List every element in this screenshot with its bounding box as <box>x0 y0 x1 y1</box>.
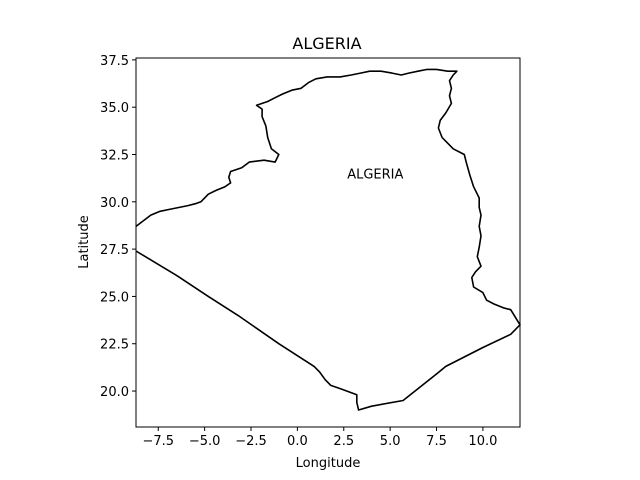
y-axis: 20.0 22.5 25.0 27.5 30.0 32.5 35.0 37.5 <box>100 54 136 400</box>
x-tick-label: 7.5 <box>426 434 447 449</box>
x-tick-label: 2.5 <box>333 434 354 449</box>
y-tick-label: 32.5 <box>100 149 129 164</box>
x-tick-label: 0.0 <box>287 434 308 449</box>
y-tick-label: 25.0 <box>100 290 129 305</box>
x-tick-label: −2.5 <box>235 434 267 449</box>
country-label: ALGERIA <box>347 167 403 182</box>
x-tick-label: −5.0 <box>189 434 221 449</box>
y-tick-label: 30.0 <box>100 196 129 211</box>
country-boundary <box>135 68 521 411</box>
y-tick-label: 22.5 <box>100 338 129 353</box>
axes-frame <box>135 57 521 428</box>
x-axis-label: Longitude <box>296 456 361 471</box>
x-axis: −7.5 −5.0 −2.5 0.0 2.5 5.0 7.5 10.0 <box>142 427 497 449</box>
y-tick-label: 35.0 <box>100 101 129 116</box>
chart-title: ALGERIA <box>292 34 361 53</box>
y-tick-label: 37.5 <box>100 54 129 69</box>
y-tick-label: 20.0 <box>100 385 129 400</box>
plot-area: ALGERIA <box>135 68 521 411</box>
x-tick-label: −7.5 <box>142 434 174 449</box>
x-tick-label: 5.0 <box>380 434 401 449</box>
y-axis-label: Latitude <box>77 215 92 269</box>
x-tick-label: 10.0 <box>468 434 497 449</box>
y-tick-label: 27.5 <box>100 243 129 258</box>
